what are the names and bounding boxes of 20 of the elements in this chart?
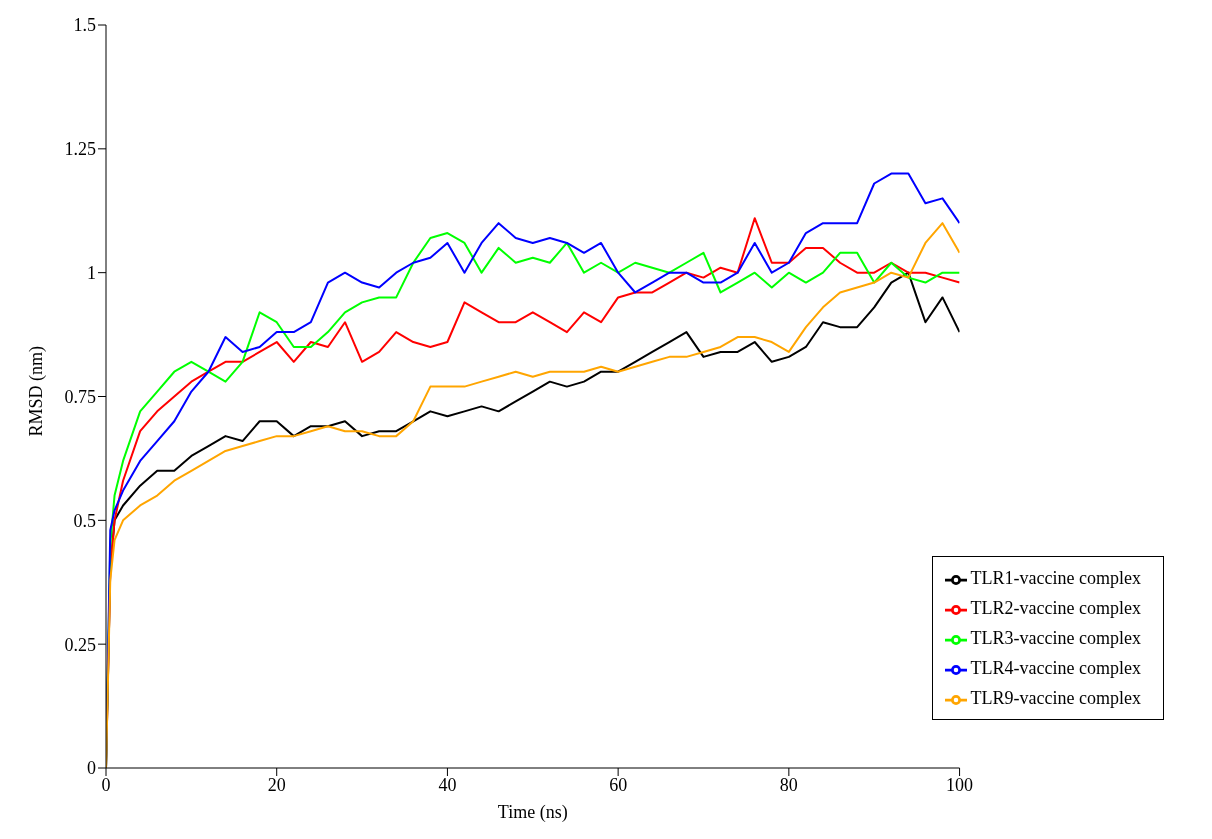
y-tick-label: 0: [87, 758, 96, 779]
legend-label: TLR3-vaccine complex: [970, 628, 1141, 648]
legend-label: TLR1-vaccine complex: [970, 568, 1141, 588]
y-tick-label: 0.5: [73, 510, 96, 531]
legend-label: TLR4-vaccine complex: [970, 658, 1141, 678]
y-tick-label: 0.75: [64, 386, 96, 407]
x-tick-label: 80: [779, 774, 798, 795]
x-tick-label: 100: [946, 774, 974, 795]
x-tick-label: 20: [267, 774, 286, 795]
y-tick-label: 1.25: [64, 139, 96, 160]
y-tick-label: 1: [87, 263, 96, 284]
legend-label: TLR2-vaccine complex: [970, 598, 1141, 618]
x-axis-title: Time (ns): [497, 802, 568, 823]
y-axis-title: RMSD (nm): [26, 345, 48, 437]
y-tick-label: 1.5: [73, 15, 96, 36]
x-tick-label: 60: [609, 774, 628, 795]
x-tick-label: 0: [101, 774, 111, 795]
x-tick-label: 40: [438, 774, 457, 795]
legend-label: TLR9-vaccine complex: [970, 688, 1141, 708]
y-tick-label: 0.25: [64, 634, 96, 655]
